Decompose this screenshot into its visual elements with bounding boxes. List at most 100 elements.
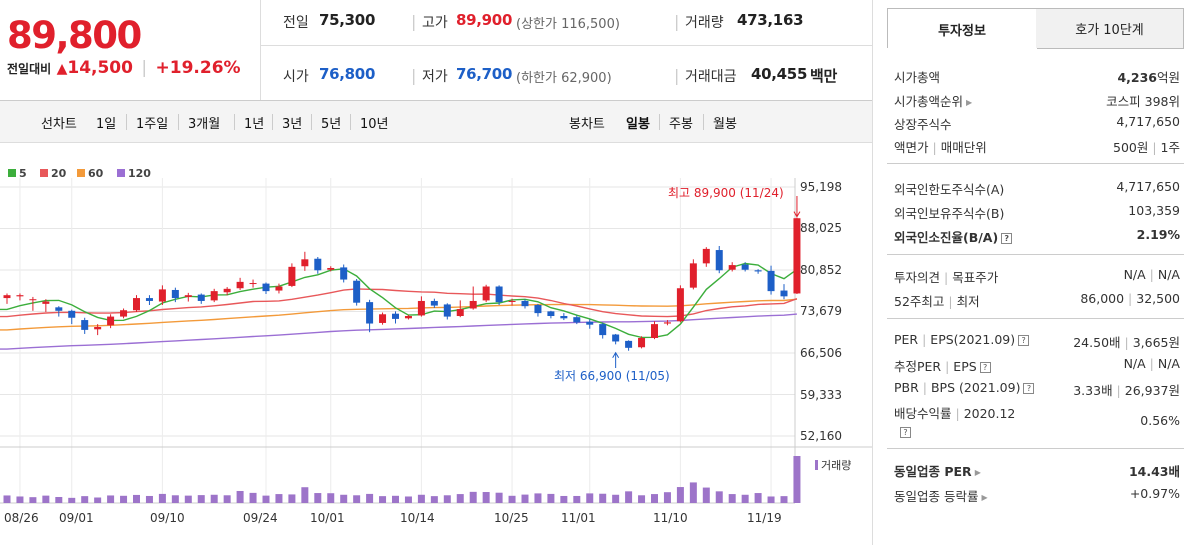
volume-bar xyxy=(702,487,710,503)
listed-shares-label: 상장주식수 xyxy=(894,117,952,132)
candle xyxy=(625,340,633,348)
period-3m[interactable]: 3개월 xyxy=(188,117,221,132)
high-annotation: 최고 89,900 (11/24) xyxy=(668,186,784,200)
x-tick-label: 09/01 xyxy=(59,511,94,525)
candle xyxy=(184,295,192,297)
volume-bar xyxy=(184,495,192,503)
volume-value: 473,163 xyxy=(737,11,804,29)
candle xyxy=(340,267,348,280)
y-tick-label: 73,679 xyxy=(800,304,842,318)
price-chart[interactable] xyxy=(0,178,872,511)
volume-bar xyxy=(145,495,153,503)
industry-change-value: +0.97% xyxy=(1129,486,1180,501)
volume-legend: 거래량 xyxy=(815,457,851,473)
candle xyxy=(599,324,607,336)
volume-bar xyxy=(676,487,684,503)
period-daily[interactable]: 일봉 xyxy=(626,117,650,132)
candle xyxy=(249,283,257,285)
foreign-ratio-value: 2.19% xyxy=(1136,227,1180,242)
legend-swatch xyxy=(40,169,48,177)
volume-bar xyxy=(340,494,348,503)
candle xyxy=(651,324,658,338)
foreign-ratio-label: 외국인소진율(B/A)? xyxy=(894,227,1013,246)
volume-bar xyxy=(314,493,322,503)
volume-bar xyxy=(456,494,464,503)
help-icon[interactable]: ? xyxy=(1018,335,1030,346)
candle xyxy=(314,258,322,271)
volume-bar xyxy=(55,496,63,503)
tab-order-book[interactable]: 호가 10단계 xyxy=(1036,8,1184,49)
candle xyxy=(158,289,166,302)
volume-bar xyxy=(534,493,542,503)
low-value: 76,700 xyxy=(456,65,513,83)
candle xyxy=(638,337,646,348)
legend-ma120: 120 xyxy=(117,167,151,180)
volume-bar xyxy=(210,494,218,503)
candle xyxy=(3,295,11,299)
volume-bar xyxy=(741,494,749,503)
help-icon[interactable]: ? xyxy=(979,362,991,373)
candle xyxy=(521,300,529,307)
candle xyxy=(417,300,425,316)
pbr-bps-label: PBR | BPS (2021.09)? xyxy=(894,380,1035,395)
candle-chart-label: 봉차트 xyxy=(569,117,605,132)
volume-bar xyxy=(573,495,581,503)
candle xyxy=(573,317,581,323)
market-cap-rank-label[interactable]: 시가총액순위 ▶ xyxy=(894,94,973,109)
x-tick-label: 11/10 xyxy=(653,511,688,525)
amount-unit: 백만 xyxy=(810,67,838,85)
volume-bar xyxy=(482,492,490,503)
industry-per-label[interactable]: 동일업종 PER ▶ xyxy=(894,464,981,479)
volume-bar xyxy=(301,487,309,503)
candle xyxy=(392,313,399,319)
legend-swatch xyxy=(117,169,125,177)
period-1y[interactable]: 1년 xyxy=(244,117,265,132)
volume-bar xyxy=(288,494,296,503)
high-value: 89,900 xyxy=(456,11,513,29)
price-change-row: 전일대비 ▲14,500 | +19.26% xyxy=(7,58,241,78)
foreign-hold-value: 103,359 xyxy=(1128,203,1180,218)
volume-bar xyxy=(223,495,231,503)
candle xyxy=(42,301,50,304)
foreign-limit-label: 외국인한도주식수(A) xyxy=(894,182,1005,197)
volume-bar xyxy=(715,491,723,503)
x-tick-label: 09/10 xyxy=(150,511,185,525)
volume-bar xyxy=(29,497,37,503)
volume-bar xyxy=(793,456,801,503)
per-eps-value: 24.50배 | 3,665원 xyxy=(1073,335,1180,350)
volume-bar xyxy=(728,494,736,503)
legend-ma60: 60 xyxy=(77,167,103,180)
upper-limit: (상한가 116,500) xyxy=(516,17,620,32)
line-chart-label: 선차트 xyxy=(41,117,77,132)
industry-change-label[interactable]: 동일업종 등락률 ▶ xyxy=(894,489,988,504)
volume-label: 거래량 xyxy=(685,15,724,31)
period-weekly[interactable]: 주봉 xyxy=(669,117,693,132)
candle xyxy=(754,270,762,272)
market-cap-value: 4,236억원 xyxy=(1117,70,1180,85)
pbr-bps-value: 3.33배 | 26,937원 xyxy=(1073,383,1180,398)
period-1w[interactable]: 1주일 xyxy=(136,117,169,132)
candle xyxy=(715,250,723,271)
volume-bar xyxy=(3,495,11,503)
candle xyxy=(133,298,140,311)
candle xyxy=(223,288,231,293)
change-percent: +19.26% xyxy=(155,58,241,78)
period-5y[interactable]: 5년 xyxy=(321,117,342,132)
listed-shares-value: 4,717,650 xyxy=(1116,114,1180,129)
tab-invest-info[interactable]: 투자정보 xyxy=(887,8,1037,49)
period-1d[interactable]: 1일 xyxy=(96,117,117,132)
help-icon[interactable]: ? xyxy=(1023,383,1035,394)
candle xyxy=(171,289,179,299)
change-label: 전일대비 xyxy=(7,62,52,76)
help-icon[interactable]: ? xyxy=(1001,233,1013,244)
candle xyxy=(612,334,620,342)
market-cap-rank-value: 코스피 398위 xyxy=(1106,94,1180,109)
week52-label: 52주최고 | 최저 xyxy=(894,294,980,309)
help-icon[interactable]: ? xyxy=(900,427,911,438)
period-3y[interactable]: 3년 xyxy=(282,117,303,132)
period-monthly[interactable]: 월봉 xyxy=(713,117,737,132)
volume-bar xyxy=(197,495,205,503)
candle xyxy=(456,309,464,317)
candle xyxy=(741,264,749,270)
period-10y[interactable]: 10년 xyxy=(360,117,389,132)
